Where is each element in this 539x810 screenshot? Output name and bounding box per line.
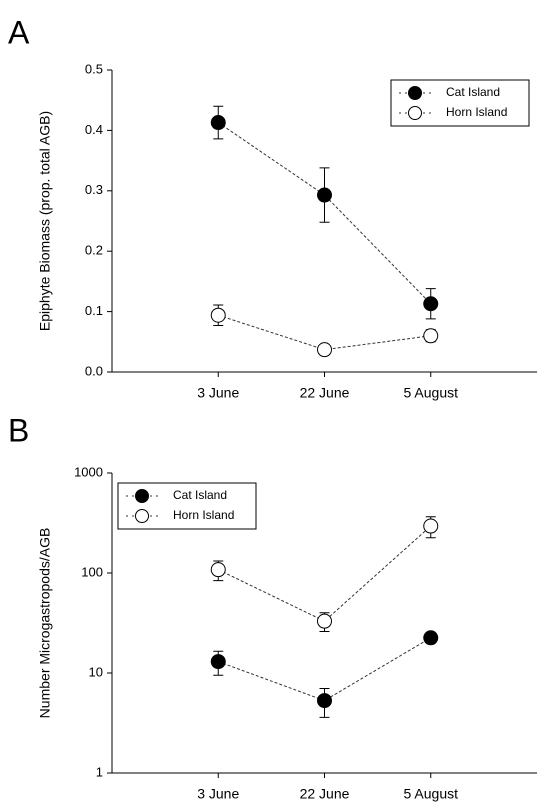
legend-label: Horn Island bbox=[173, 508, 234, 522]
data-point bbox=[423, 296, 439, 312]
series-line bbox=[218, 525, 432, 622]
x-tick-label: 3 June bbox=[197, 385, 239, 401]
data-point bbox=[210, 654, 226, 670]
x-tick-label: 3 June bbox=[197, 786, 239, 802]
x-tick-label: 5 August bbox=[404, 786, 459, 802]
legend-label: Horn Island bbox=[446, 105, 507, 119]
y-axis-label: Epiphyte Biomass (prop. total AGB) bbox=[37, 111, 53, 331]
legend-marker bbox=[135, 489, 149, 503]
data-point bbox=[423, 518, 439, 534]
data-point bbox=[210, 307, 226, 323]
data-point bbox=[423, 328, 439, 344]
y-axis-label: Number Microgastropods/AGB bbox=[37, 528, 53, 719]
y-tick-label: 0.4 bbox=[85, 122, 103, 137]
series-line bbox=[218, 637, 432, 702]
y-tick-label: 0.0 bbox=[85, 363, 103, 378]
y-tick-label: 0.5 bbox=[85, 61, 103, 76]
y-tick-label: 100 bbox=[81, 564, 103, 579]
data-point bbox=[317, 187, 332, 203]
y-tick-label: 0.2 bbox=[85, 243, 103, 258]
legend-label: Cat Island bbox=[446, 85, 500, 99]
x-tick-label: 22 June bbox=[300, 385, 350, 401]
data-point bbox=[210, 115, 226, 131]
data-point bbox=[210, 562, 226, 578]
x-tick-label: 5 August bbox=[404, 385, 459, 401]
legend-marker bbox=[408, 86, 422, 100]
panel-label: A bbox=[8, 14, 30, 50]
panel-label: B bbox=[8, 412, 29, 448]
legend-label: Cat Island bbox=[173, 488, 227, 502]
data-point bbox=[317, 342, 332, 358]
y-tick-label: 10 bbox=[89, 664, 103, 679]
y-tick-label: 1 bbox=[96, 764, 103, 779]
y-tick-label: 1000 bbox=[74, 464, 103, 479]
data-point bbox=[317, 613, 332, 629]
series-line bbox=[217, 122, 432, 305]
y-tick-label: 0.1 bbox=[85, 303, 103, 318]
y-tick-label: 0.3 bbox=[85, 182, 103, 197]
data-point bbox=[423, 630, 439, 646]
x-tick-label: 22 June bbox=[300, 786, 350, 802]
legend-marker bbox=[408, 106, 422, 120]
data-point bbox=[317, 693, 332, 709]
legend-marker bbox=[135, 509, 149, 523]
